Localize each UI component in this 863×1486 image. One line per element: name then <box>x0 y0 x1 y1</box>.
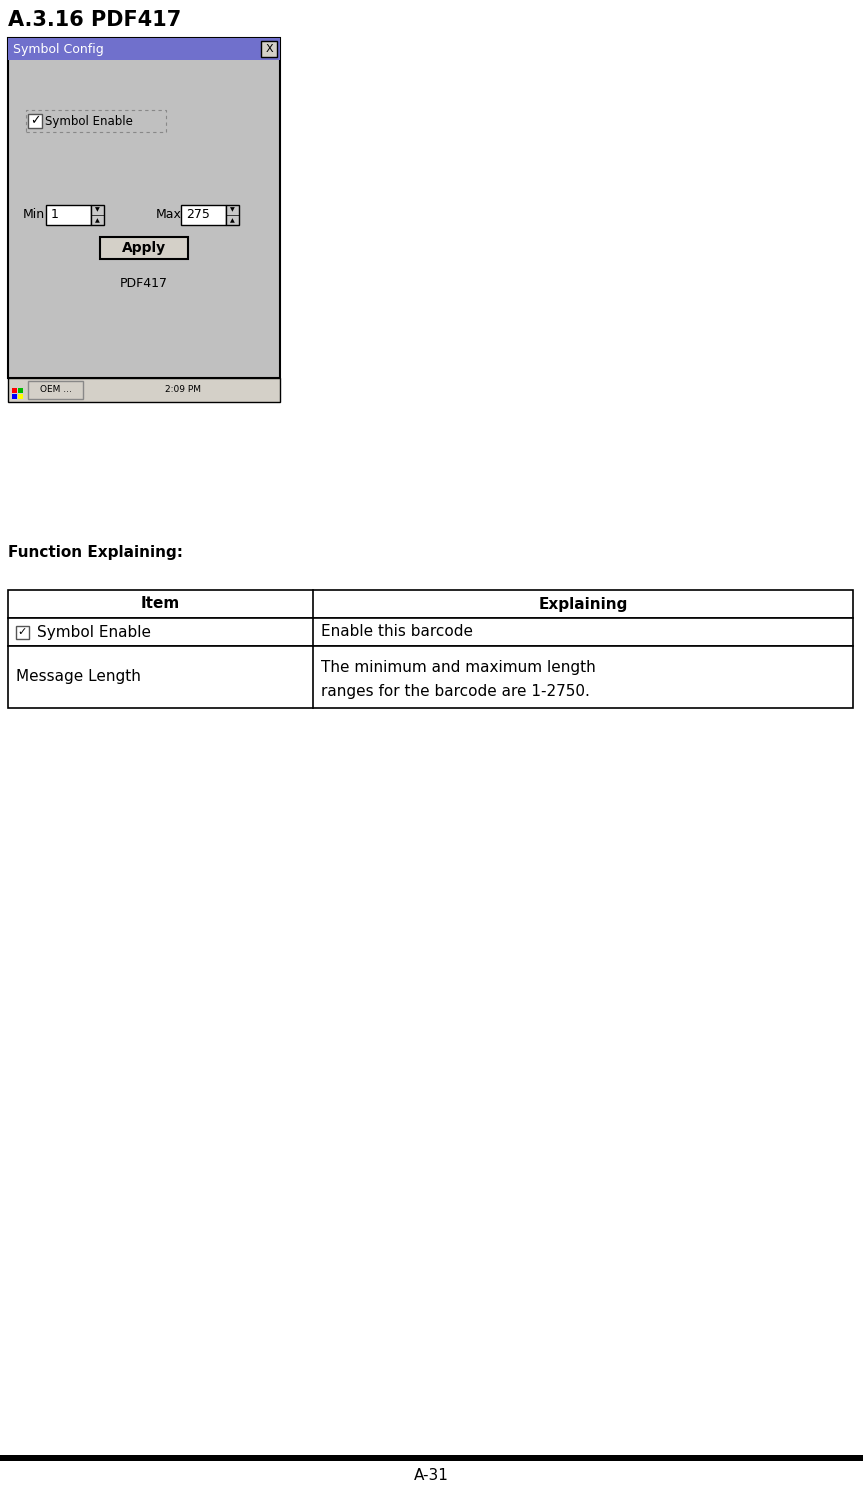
Bar <box>8 618 853 646</box>
Bar <box>18 388 23 392</box>
Text: ▼: ▼ <box>95 207 100 212</box>
Text: A.3.16 PDF417: A.3.16 PDF417 <box>8 10 181 30</box>
Text: Explaining: Explaining <box>539 596 627 612</box>
Text: OEM ...: OEM ... <box>40 385 72 394</box>
Bar <box>18 394 23 398</box>
Bar <box>8 39 280 377</box>
Bar <box>8 590 853 618</box>
Text: Symbol Enable: Symbol Enable <box>37 624 151 639</box>
Text: 275: 275 <box>186 208 210 221</box>
Text: Function Explaining:: Function Explaining: <box>8 545 183 560</box>
Text: ✓: ✓ <box>18 627 28 637</box>
Bar <box>28 114 42 128</box>
Bar <box>0 1455 863 1461</box>
Text: ▼: ▼ <box>230 207 235 212</box>
Text: 1: 1 <box>51 208 59 221</box>
Text: Max: Max <box>156 208 182 221</box>
Bar <box>91 205 104 224</box>
Bar <box>8 39 280 59</box>
Bar <box>12 388 17 392</box>
Text: X: X <box>265 45 273 53</box>
Bar <box>8 646 853 707</box>
Bar <box>181 205 226 224</box>
Bar <box>12 394 17 398</box>
Bar <box>226 205 239 224</box>
Bar <box>8 377 280 403</box>
Bar <box>26 110 166 132</box>
Text: Min: Min <box>23 208 45 221</box>
Text: ▲: ▲ <box>230 218 235 223</box>
Text: Enable this barcode: Enable this barcode <box>321 624 473 639</box>
Bar <box>28 380 83 400</box>
Text: Symbol Config: Symbol Config <box>13 43 104 55</box>
Text: The minimum and maximum length: The minimum and maximum length <box>321 660 595 675</box>
Text: ranges for the barcode are 1-2750.: ranges for the barcode are 1-2750. <box>321 684 590 698</box>
Text: Apply: Apply <box>122 241 166 256</box>
Text: ✓: ✓ <box>29 114 41 128</box>
Text: A-31: A-31 <box>414 1468 449 1483</box>
Text: ▲: ▲ <box>95 218 100 223</box>
Text: Symbol Enable: Symbol Enable <box>45 114 133 128</box>
Text: Item: Item <box>141 596 180 612</box>
Bar <box>261 42 277 56</box>
Text: 2:09 PM: 2:09 PM <box>165 385 201 394</box>
Text: PDF417: PDF417 <box>120 276 168 290</box>
Bar <box>100 236 188 259</box>
Bar <box>16 626 29 639</box>
Bar <box>46 205 91 224</box>
Text: Message Length: Message Length <box>16 670 141 685</box>
